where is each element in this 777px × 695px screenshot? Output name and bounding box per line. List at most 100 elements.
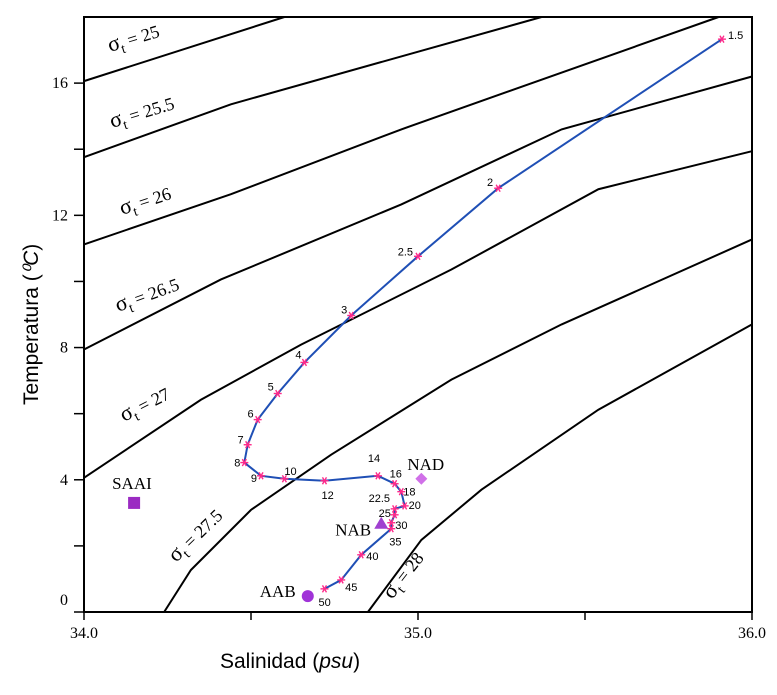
- asterisk-marker: [245, 440, 251, 449]
- profile-point-label: 18: [403, 487, 415, 499]
- asterisk-marker: [415, 252, 421, 261]
- profile-point: [253, 415, 262, 424]
- asterisk-marker: [719, 35, 725, 43]
- profile-point-label: 3: [341, 304, 347, 316]
- profile-point: [357, 550, 366, 559]
- water-mass-label: AAB: [260, 582, 296, 601]
- y-tick-label: 12: [52, 207, 68, 224]
- water-mass-label: NAD: [407, 455, 444, 474]
- y-tick-label: 8: [60, 340, 68, 357]
- axis-ticks: 34.0 35.0 36.0 0 4 8 12 16: [52, 75, 766, 642]
- profile-point-label: 12: [321, 490, 333, 502]
- profile-point: [390, 511, 399, 519]
- asterisk-marker: [358, 550, 364, 559]
- profile-point: [387, 524, 396, 533]
- profile-point-label: 2: [487, 177, 493, 189]
- profile-point-label: 40: [366, 551, 378, 563]
- profile-point: [240, 458, 249, 467]
- profile-point: [400, 502, 409, 510]
- profile-point: [414, 252, 422, 261]
- profile-point-label: 22.5: [369, 493, 390, 505]
- profile-point-label: 14: [368, 453, 380, 465]
- asterisk-marker: [495, 184, 501, 193]
- isopycnal-line: [83, 75, 753, 351]
- asterisk-marker: [281, 474, 288, 483]
- profile-point: [397, 487, 406, 496]
- profile-point: [320, 585, 329, 593]
- y-axis-label: Temperatura (⁰C): [20, 244, 43, 405]
- x-tick-label: 34.0: [70, 625, 98, 642]
- asterisk-marker: [392, 511, 398, 519]
- profile-point-label: 35: [389, 537, 401, 549]
- profile-line: [243, 38, 723, 590]
- isopycnal-line: [163, 238, 753, 613]
- profile-point-label: 1.5: [728, 30, 743, 42]
- profile-point-label: 7: [238, 435, 244, 447]
- asterisk-marker: [388, 524, 394, 533]
- y-tick-label: 4: [60, 472, 68, 489]
- profile-point-label: 20: [409, 500, 421, 512]
- asterisk-marker: [301, 358, 308, 367]
- profile-point-label: 16: [390, 469, 402, 481]
- isopycnal-line: [83, 16, 542, 159]
- water-mass-diamond-marker: [415, 472, 428, 485]
- isopycnal-label: σt = 28: [376, 546, 431, 606]
- profile-point: [337, 576, 346, 584]
- water-mass-label: SAAI: [112, 474, 152, 493]
- profile-layer: 1.522.5345678910121416182022.52530354045…: [234, 30, 743, 609]
- isopycnal-label: σt = 25: [104, 17, 163, 60]
- profile-point-label: 9: [251, 473, 257, 485]
- water-mass-square-marker: [128, 496, 141, 509]
- profile-point: [280, 474, 289, 483]
- isopycnal-label: σt = 27.5: [162, 502, 230, 569]
- profile-point-label: 5: [268, 382, 274, 394]
- profile-point-label: 30: [395, 520, 407, 532]
- profile-point-label: 25: [379, 508, 391, 520]
- profile-point-label: 4: [295, 349, 301, 361]
- profile-point: [273, 389, 282, 398]
- profile-point: [373, 471, 382, 480]
- profile-point: [243, 440, 252, 449]
- asterisk-marker: [258, 471, 264, 480]
- asterisk-marker: [255, 415, 261, 424]
- water-mass-circle-marker: [301, 590, 314, 603]
- asterisk-marker: [348, 311, 354, 320]
- asterisk-marker: [321, 476, 328, 485]
- profile-point: [257, 471, 266, 480]
- profile-point: [390, 479, 399, 488]
- asterisk-marker: [398, 487, 404, 496]
- profile-point-label: 2.5: [398, 246, 413, 258]
- profile-point: [347, 311, 356, 320]
- profile-point-label: 8: [234, 458, 240, 470]
- asterisk-marker: [338, 576, 344, 584]
- isopycnal-line: [83, 16, 719, 246]
- asterisk-marker: [321, 585, 328, 593]
- x-tick-label: 35.0: [404, 625, 432, 642]
- y-tick-label: 0: [60, 592, 68, 609]
- y-tick-label: 16: [52, 75, 68, 92]
- profile-point-label: 10: [284, 466, 296, 478]
- plot-frame: [83, 16, 753, 613]
- profile-point: [320, 476, 329, 485]
- asterisk-marker: [275, 389, 281, 398]
- asterisk-marker: [402, 502, 408, 510]
- asterisk-marker: [375, 471, 381, 480]
- asterisk-marker: [392, 479, 398, 488]
- profile-point-label: 50: [318, 597, 330, 609]
- isopycnal-label: σt = 26.5: [111, 270, 183, 320]
- profile-point-label: 45: [345, 582, 357, 594]
- profile-point: [717, 35, 726, 43]
- isopycnal-line: [83, 150, 753, 479]
- x-tick-label: 36.0: [738, 625, 766, 642]
- asterisk-marker: [241, 458, 247, 467]
- profile-point-label: 6: [248, 409, 254, 421]
- x-axis-label: Salinidad (psu): [220, 650, 360, 673]
- water-mass-label: NAB: [335, 521, 371, 540]
- water-mass-layer: SAAI NAD NAB AAB: [112, 455, 444, 603]
- isopycnal-line: [83, 16, 285, 83]
- water-mass-triangle-marker: [374, 516, 389, 529]
- profile-point: [494, 184, 503, 193]
